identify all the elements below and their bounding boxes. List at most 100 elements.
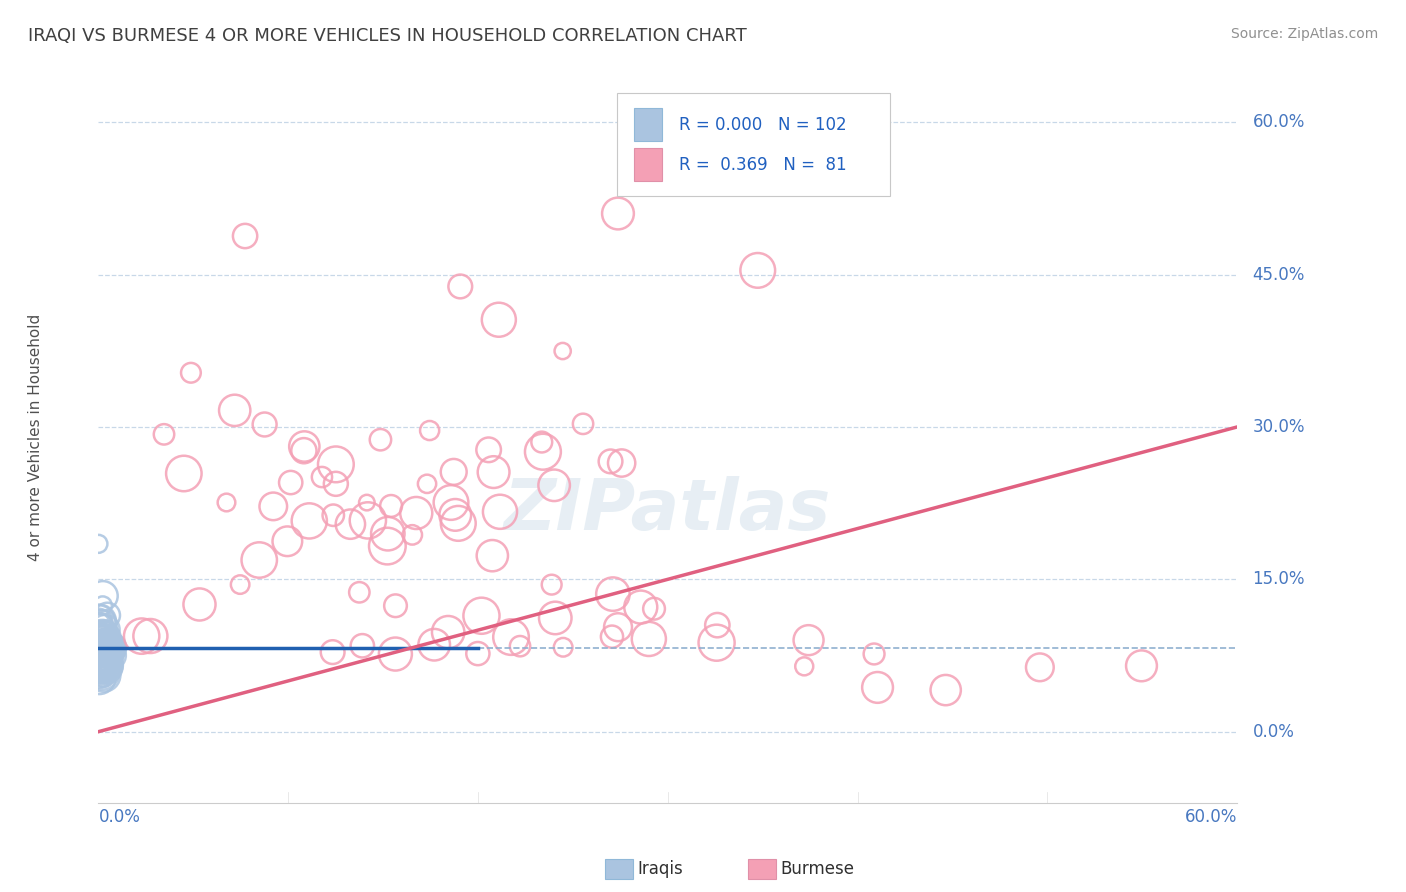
Point	[482, 465, 505, 479]
Point	[607, 620, 630, 634]
Point	[602, 587, 624, 601]
Point	[94, 661, 117, 675]
Text: 60.0%: 60.0%	[1185, 808, 1237, 826]
Point	[139, 629, 162, 643]
Point	[87, 615, 110, 630]
Point	[543, 478, 565, 492]
Text: 60.0%: 60.0%	[1253, 113, 1305, 131]
Point	[87, 640, 110, 655]
Point	[292, 443, 315, 458]
Point	[91, 666, 114, 681]
Point	[89, 632, 111, 647]
Point	[481, 549, 503, 563]
Point	[349, 585, 371, 599]
Point	[488, 312, 510, 326]
Text: Burmese: Burmese	[780, 860, 855, 878]
Point	[180, 366, 202, 380]
Point	[688, 152, 710, 166]
Point	[706, 636, 728, 650]
Point	[91, 630, 114, 644]
Point	[607, 206, 630, 220]
Point	[630, 600, 652, 615]
Point	[153, 427, 176, 442]
Point	[370, 433, 392, 447]
Point	[357, 513, 380, 527]
Point	[339, 517, 361, 532]
Point	[509, 639, 531, 653]
Point	[89, 655, 111, 669]
Point	[100, 648, 122, 663]
Point	[89, 614, 111, 628]
Point	[643, 601, 665, 615]
Point	[91, 638, 114, 652]
Point	[87, 637, 110, 651]
Point	[93, 647, 115, 661]
Point	[97, 639, 120, 653]
Point	[97, 660, 120, 674]
Point	[91, 656, 114, 670]
Point	[89, 658, 111, 673]
Point	[280, 475, 302, 490]
Text: R = 0.000   N = 102: R = 0.000 N = 102	[679, 116, 846, 134]
Point	[93, 663, 115, 677]
Point	[87, 638, 110, 652]
Point	[276, 534, 298, 549]
Point	[377, 526, 399, 541]
Point	[87, 644, 110, 658]
Point	[90, 616, 112, 631]
Point	[419, 424, 441, 438]
Point	[87, 626, 110, 640]
Point	[610, 456, 633, 470]
Point	[1029, 660, 1052, 674]
Point	[384, 647, 406, 661]
Point	[247, 553, 270, 567]
Point	[553, 640, 575, 655]
Point	[499, 630, 522, 644]
Point	[599, 454, 621, 468]
Point	[325, 476, 347, 491]
Text: 45.0%: 45.0%	[1253, 266, 1305, 284]
Point	[747, 263, 769, 277]
Point	[91, 617, 114, 632]
Point	[94, 624, 117, 639]
Point	[93, 625, 115, 640]
Point	[91, 643, 114, 657]
Point	[96, 649, 118, 664]
Point	[93, 643, 115, 657]
Text: Iraqis: Iraqis	[637, 860, 683, 878]
Point	[423, 638, 446, 652]
Point	[87, 661, 110, 675]
Point	[93, 651, 115, 665]
Point	[93, 632, 115, 646]
Point	[444, 508, 467, 522]
Text: 0.0%: 0.0%	[98, 808, 141, 826]
Point	[87, 617, 110, 632]
Point	[87, 537, 110, 551]
Point	[98, 640, 121, 655]
Point	[793, 659, 815, 673]
Point	[467, 647, 489, 661]
Point	[97, 638, 120, 652]
Point	[233, 229, 256, 244]
Point	[90, 637, 112, 651]
Point	[540, 577, 562, 591]
Point	[98, 640, 121, 655]
Point	[87, 649, 110, 664]
Text: 0.0%: 0.0%	[1253, 723, 1295, 740]
Point	[91, 648, 114, 662]
Text: R =  0.369   N =  81: R = 0.369 N = 81	[679, 156, 846, 174]
Point	[93, 652, 115, 666]
Point	[489, 505, 512, 519]
Point	[87, 661, 110, 675]
Point	[96, 639, 118, 653]
Point	[470, 608, 492, 623]
Point	[93, 668, 115, 682]
Point	[98, 658, 121, 673]
Point	[1130, 658, 1153, 673]
Point	[229, 577, 252, 591]
Point	[91, 599, 114, 613]
Point	[375, 539, 398, 553]
Point	[94, 650, 117, 665]
Point	[94, 623, 117, 637]
Point	[262, 500, 284, 514]
